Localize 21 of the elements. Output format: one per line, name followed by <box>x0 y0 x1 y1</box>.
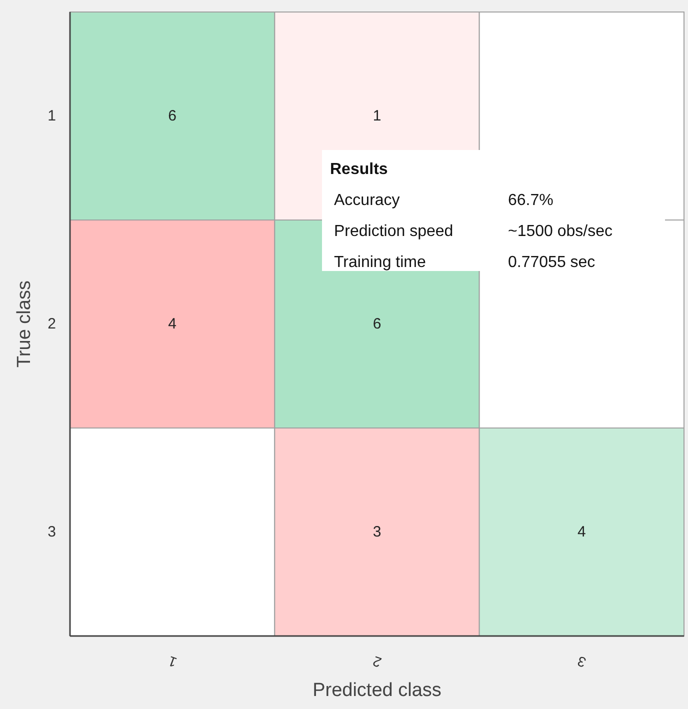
annotation: ~1500 obs/sec <box>508 223 613 240</box>
annotation: 66.7% <box>508 192 554 209</box>
x-tick-label: 1 <box>166 653 179 671</box>
x-tick-label: 2 <box>370 653 384 671</box>
data-label: 6 <box>372 316 382 332</box>
data-label: 4 <box>168 316 177 332</box>
data-label: 6 <box>168 108 177 124</box>
y-axis-title: True class <box>14 280 35 368</box>
data-label: 1 <box>372 108 382 124</box>
data-label: 3 <box>372 524 382 540</box>
y-tick-label: 1 <box>48 108 56 124</box>
x-axis-title: Predicted class <box>312 680 442 701</box>
x-tick-label: 3 <box>575 653 588 671</box>
y-tick-label: 2 <box>48 316 56 332</box>
annotation: Prediction speed <box>334 223 454 240</box>
y-tick-label: 3 <box>48 524 56 540</box>
annotation: Accuracy <box>334 192 400 209</box>
annotation: Training time <box>334 254 426 271</box>
annotation: 0.77055 sec <box>508 254 596 271</box>
annotation: Results <box>330 161 388 178</box>
data-label: 4 <box>577 524 586 540</box>
